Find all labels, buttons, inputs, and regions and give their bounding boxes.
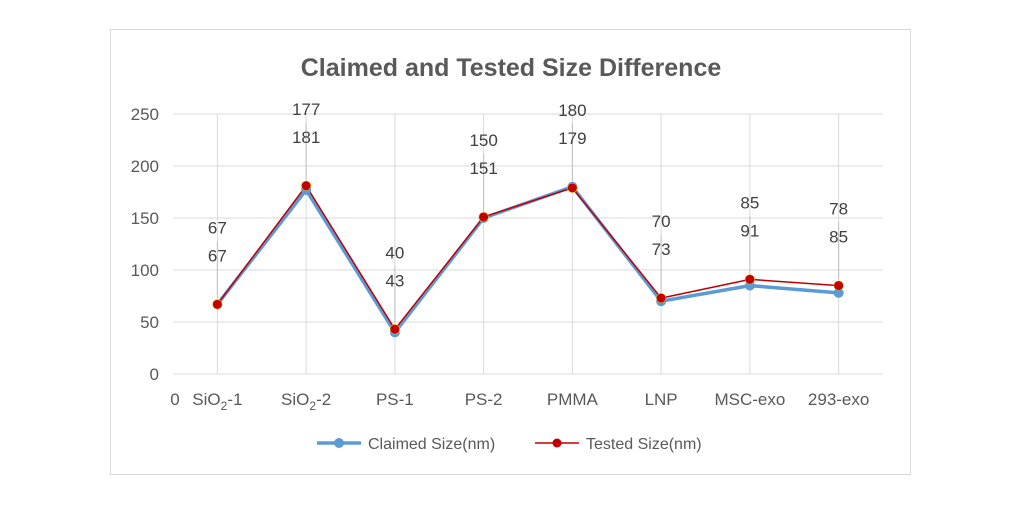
data-label-claimed: 70 (652, 212, 671, 231)
series-lines (212, 180, 844, 338)
y-tick-label: 0 (150, 365, 159, 384)
data-label-tested: 151 (469, 159, 497, 178)
data-point (834, 281, 844, 291)
x-tick-label: PS-1 (376, 390, 414, 409)
x-tick-label: SiO2-2 (281, 390, 331, 413)
y-axis-ticks: 0 50 100 150 200 250 (131, 105, 159, 384)
data-label-tested: 91 (740, 221, 759, 240)
y-tick-label: 250 (131, 105, 159, 124)
legend: Claimed Size(nm) Tested Size(nm) (317, 436, 702, 453)
label-leaders (216, 122, 840, 324)
x-tick-label: PMMA (547, 390, 599, 409)
legend-label: Claimed Size(nm) (368, 436, 495, 453)
data-label-claimed: 40 (385, 243, 404, 262)
data-label-tested: 85 (829, 228, 848, 247)
data-point (479, 212, 489, 222)
data-label-tested: 181 (292, 128, 320, 147)
x-tick-extra: 0 (170, 390, 179, 409)
data-label-tested: 67 (208, 246, 227, 265)
x-tick-label: LNP (645, 390, 678, 409)
data-point (745, 274, 755, 284)
legend-swatch-marker (552, 438, 562, 448)
data-point (390, 324, 400, 334)
y-tick-label: 200 (131, 157, 159, 176)
data-point (301, 181, 311, 191)
data-label-tested: 73 (652, 240, 671, 259)
y-tick-label: 150 (131, 209, 159, 228)
x-tick-label: SiO2-1 (192, 390, 242, 413)
data-label-tested: 179 (558, 129, 586, 148)
y-tick-label: 100 (131, 261, 159, 280)
data-label-claimed: 85 (740, 193, 759, 212)
gridlines (173, 113, 883, 375)
data-point (833, 287, 844, 298)
chart-frame: Claimed and Tested Size Difference 0 50 10… (110, 29, 911, 475)
data-label-claimed: 78 (829, 200, 848, 219)
x-tick-label: 293-exo (808, 390, 869, 409)
data-labels: 67 67 177 181 40 43 150 151 180 179 70 73 85 91 78 85 (208, 100, 848, 291)
data-label-claimed: 150 (469, 131, 497, 150)
x-tick-label: MSC-exo (714, 390, 785, 409)
data-label-tested: 43 (385, 271, 404, 290)
data-label-claimed: 67 (208, 218, 227, 237)
data-label-claimed: 177 (292, 100, 320, 119)
chart-title: Claimed and Tested Size Difference (301, 54, 722, 82)
series-line-2 (216, 185, 839, 331)
data-label-claimed: 180 (558, 101, 586, 120)
data-point (567, 183, 577, 193)
legend-label: Tested Size(nm) (586, 436, 702, 453)
y-tick-label: 50 (140, 313, 159, 332)
x-tick-label: PS-2 (465, 390, 503, 409)
line-chart: Claimed and Tested Size Difference 0 50 10… (131, 54, 883, 453)
data-point (656, 293, 666, 303)
data-point (212, 299, 222, 309)
legend-swatch-marker (334, 438, 344, 448)
x-axis-ticks: 0 SiO2-1 SiO2-2 PS-1 PS-2 PMMA LNP MSC-exo 293-… (170, 390, 869, 413)
